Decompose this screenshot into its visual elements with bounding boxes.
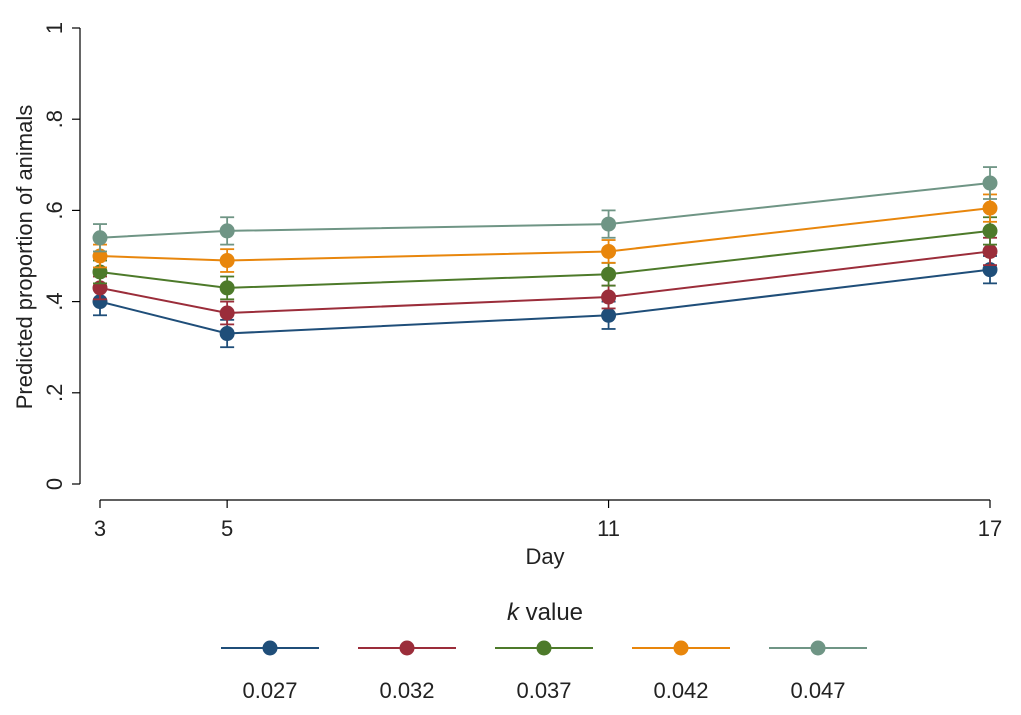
data-point bbox=[601, 266, 617, 282]
series-0.032 bbox=[92, 236, 998, 326]
legend-title-italic: k bbox=[507, 599, 521, 626]
y-tick-label: .6 bbox=[42, 201, 67, 219]
y-axis: 0 .2 .4 .6 .8 1 bbox=[42, 22, 81, 490]
series-line bbox=[99, 250, 991, 315]
legend-swatch-marker bbox=[810, 640, 826, 656]
legend-entry: 0.037 bbox=[495, 640, 593, 703]
data-point bbox=[601, 289, 617, 305]
legend-entry: 0.032 bbox=[358, 640, 456, 703]
x-axis: 3 5 11 17 bbox=[94, 499, 1002, 541]
data-point bbox=[601, 307, 617, 323]
legend-title-rest: value bbox=[519, 599, 583, 626]
x-tick-label: 5 bbox=[221, 516, 233, 541]
data-point bbox=[982, 200, 998, 216]
y-tick-label: .2 bbox=[42, 384, 67, 402]
plot-series bbox=[92, 166, 998, 349]
x-tick-label: 11 bbox=[597, 516, 620, 541]
x-tick-label: 17 bbox=[978, 516, 1002, 541]
series-line bbox=[99, 207, 991, 262]
data-point bbox=[982, 243, 998, 259]
legend-swatch-marker bbox=[673, 640, 689, 656]
data-point bbox=[219, 305, 235, 321]
series-line bbox=[99, 182, 991, 239]
legend-entry: 0.042 bbox=[632, 640, 730, 703]
legend-label: 0.032 bbox=[379, 678, 434, 703]
data-point bbox=[92, 230, 108, 246]
series-line bbox=[99, 229, 991, 289]
y-tick-label: 0 bbox=[42, 478, 67, 490]
series-line bbox=[99, 268, 991, 335]
data-point bbox=[982, 223, 998, 239]
data-point bbox=[601, 216, 617, 232]
data-point bbox=[92, 294, 108, 310]
legend-label: 0.042 bbox=[653, 678, 708, 703]
data-point bbox=[219, 223, 235, 239]
legend: 0.027 0.032 0.037 0.042 0.047 bbox=[221, 640, 867, 703]
y-tick-label: .4 bbox=[42, 292, 67, 310]
legend-swatch-marker bbox=[536, 640, 552, 656]
legend-label: 0.037 bbox=[516, 678, 571, 703]
data-point bbox=[601, 243, 617, 259]
y-axis-label: Predicted proportion of animals bbox=[12, 105, 37, 410]
data-point bbox=[219, 326, 235, 342]
legend-entry: 0.027 bbox=[221, 640, 319, 703]
legend-swatch-marker bbox=[399, 640, 415, 656]
x-tick-label: 3 bbox=[94, 516, 106, 541]
data-point bbox=[219, 253, 235, 269]
y-tick-label: 1 bbox=[42, 22, 67, 34]
legend-swatch-marker bbox=[262, 640, 278, 656]
legend-title: k value bbox=[507, 599, 583, 626]
data-point bbox=[219, 280, 235, 296]
x-axis-label: Day bbox=[525, 544, 564, 569]
y-tick-label: .8 bbox=[42, 110, 67, 128]
data-point bbox=[982, 175, 998, 191]
legend-label: 0.047 bbox=[790, 678, 845, 703]
legend-label: 0.027 bbox=[242, 678, 297, 703]
series-0.047 bbox=[92, 166, 998, 253]
legend-entry: 0.047 bbox=[769, 640, 867, 703]
